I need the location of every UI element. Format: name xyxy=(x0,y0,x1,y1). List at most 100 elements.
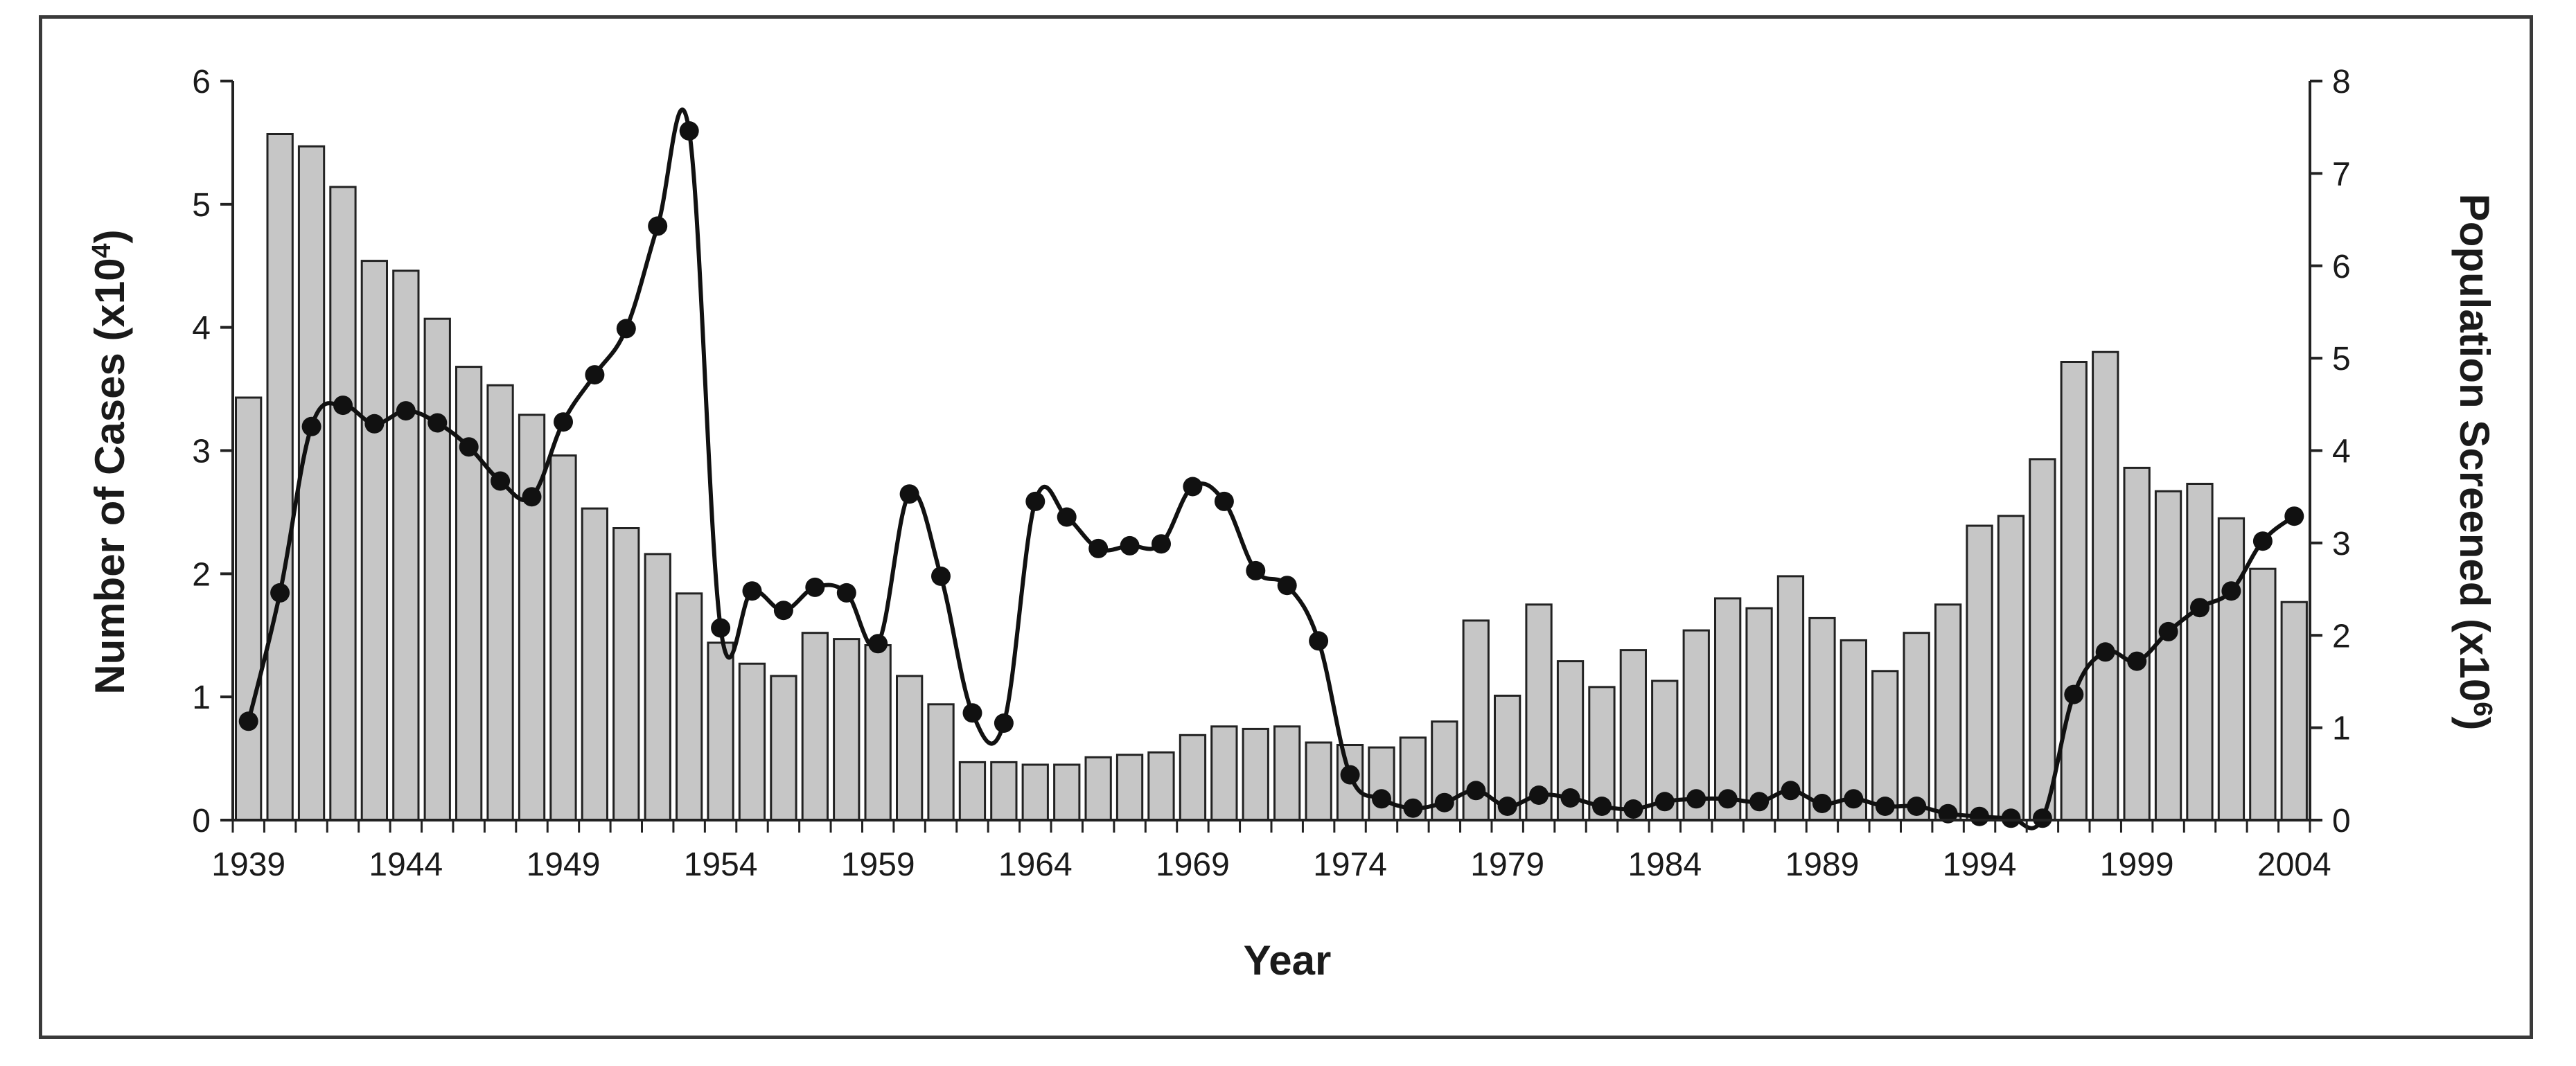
screened-point-1975 xyxy=(1372,789,1391,809)
left-tick-label: 2 xyxy=(192,556,211,593)
bar-1944 xyxy=(392,269,420,821)
bar-1947 xyxy=(486,384,514,821)
screened-point-1965 xyxy=(1057,507,1077,527)
screened-point-1971 xyxy=(1246,560,1266,580)
left-tick-label: 5 xyxy=(192,187,211,224)
bar-1943 xyxy=(360,260,389,821)
bar-1995 xyxy=(1997,515,2025,821)
bar-1980 xyxy=(1525,603,1553,821)
bar-1969 xyxy=(1179,734,1207,821)
screened-point-1987 xyxy=(1749,792,1770,812)
screened-point-1958 xyxy=(836,583,856,603)
bar-1940 xyxy=(266,133,294,821)
bar-1956 xyxy=(770,675,797,821)
bar-1985 xyxy=(1682,629,1710,821)
bar-1966 xyxy=(1084,756,1112,821)
bar-1986 xyxy=(1714,597,1742,821)
screened-point-1943 xyxy=(364,414,385,434)
screened-point-1947 xyxy=(491,471,511,491)
bar-1972 xyxy=(1273,725,1301,821)
bar-1989 xyxy=(1808,616,1836,821)
screened-point-1985 xyxy=(1686,789,1706,809)
screened-point-1989 xyxy=(1812,794,1832,813)
bar-1992 xyxy=(1903,632,1930,821)
axes-layer: 0 1 2 3 4 5 6 0 1 2 3 4 5 6 7 8 1939 1944 1949 1954 1959 1964… xyxy=(192,64,2350,883)
screened-point-2004 xyxy=(2284,506,2304,526)
screened-point-1961 xyxy=(931,566,951,586)
bar-1957 xyxy=(801,632,829,821)
screened-point-2001 xyxy=(2190,598,2209,618)
screened-point-1966 xyxy=(1088,538,1109,558)
screened-point-1941 xyxy=(301,416,321,436)
right-tick-label: 1 xyxy=(2332,711,2351,747)
screened-point-1946 xyxy=(459,437,479,457)
screened-point-1996 xyxy=(2032,808,2052,828)
screened-point-1994 xyxy=(1970,806,1989,826)
bar-1997 xyxy=(2060,361,2088,821)
screened-point-1988 xyxy=(1781,781,1801,801)
screened-point-1968 xyxy=(1152,534,1171,554)
screened-point-1967 xyxy=(1120,535,1140,556)
x-tick-label: 1994 xyxy=(1943,846,2017,883)
bar-1965 xyxy=(1053,763,1081,821)
screened-point-1979 xyxy=(1497,797,1517,816)
screened-point-1957 xyxy=(805,577,825,597)
bar-2002 xyxy=(2217,517,2246,821)
right-axis-title: Population Screened (x106) xyxy=(2451,194,2498,731)
bar-1955 xyxy=(738,662,766,821)
right-tick-label: 0 xyxy=(2332,803,2351,840)
bar-1945 xyxy=(423,317,451,821)
x-tick-label: 1964 xyxy=(998,846,1073,883)
screened-point-1964 xyxy=(1025,491,1046,511)
right-tick-label: 6 xyxy=(2332,249,2351,285)
bar-1962 xyxy=(958,761,987,821)
line-layer xyxy=(238,107,2304,830)
combo-chart: 0 1 2 3 4 5 6 0 1 2 3 4 5 6 7 8 1939 1944 1949 1954 1959 1964… xyxy=(87,64,2498,984)
x-tick-label: 1954 xyxy=(684,846,758,883)
x-tick-label: 1999 xyxy=(2100,846,2174,883)
bars-layer xyxy=(235,133,2308,821)
bar-1983 xyxy=(1619,649,1647,821)
x-tick-label: 1974 xyxy=(1313,846,1387,883)
screened-point-1949 xyxy=(554,412,573,432)
screened-point-1952 xyxy=(648,216,668,236)
screened-point-1939 xyxy=(238,711,258,731)
screened-point-1970 xyxy=(1214,491,1234,511)
x-tick-label: 1944 xyxy=(369,846,443,883)
x-tick-label: 1969 xyxy=(1156,846,1230,883)
screened-point-1983 xyxy=(1623,799,1643,819)
screened-point-1992 xyxy=(1907,797,1927,816)
screened-point-1981 xyxy=(1560,788,1580,808)
screened-point-1982 xyxy=(1592,797,1612,816)
bar-1954 xyxy=(707,641,734,821)
bar-1951 xyxy=(612,527,640,821)
screened-point-1986 xyxy=(1718,789,1738,809)
screened-point-1955 xyxy=(742,581,762,601)
screened-point-1995 xyxy=(2001,808,2021,828)
bar-1953 xyxy=(676,592,703,821)
screened-point-1993 xyxy=(1938,803,1958,824)
right-tick-label: 8 xyxy=(2332,64,2351,100)
screened-point-1972 xyxy=(1277,576,1297,596)
bar-1963 xyxy=(990,761,1018,821)
screened-point-1962 xyxy=(962,703,982,723)
screened-point-1954 xyxy=(711,618,731,638)
x-tick-label: 1959 xyxy=(841,846,915,883)
bar-1973 xyxy=(1305,741,1332,821)
bar-1942 xyxy=(329,186,357,821)
bar-1988 xyxy=(1776,575,1805,821)
screened-point-1999 xyxy=(2127,651,2147,671)
screened-point-1948 xyxy=(522,487,542,507)
bar-1946 xyxy=(455,366,483,821)
chart-frame: 0 1 2 3 4 5 6 0 1 2 3 4 5 6 7 8 1939 1944 1949 1954 1959 1964… xyxy=(39,15,2533,1039)
right-tick-label: 2 xyxy=(2332,618,2351,655)
x-tick-label: 1989 xyxy=(1785,846,1860,883)
screened-point-1969 xyxy=(1183,477,1203,497)
bar-1994 xyxy=(1966,524,1993,821)
screened-point-1945 xyxy=(427,413,448,433)
right-tick-label: 7 xyxy=(2332,156,2351,193)
screened-point-1963 xyxy=(994,713,1014,733)
bar-1996 xyxy=(2029,458,2056,821)
bar-1987 xyxy=(1745,607,1773,821)
screened-point-1991 xyxy=(1875,797,1895,816)
